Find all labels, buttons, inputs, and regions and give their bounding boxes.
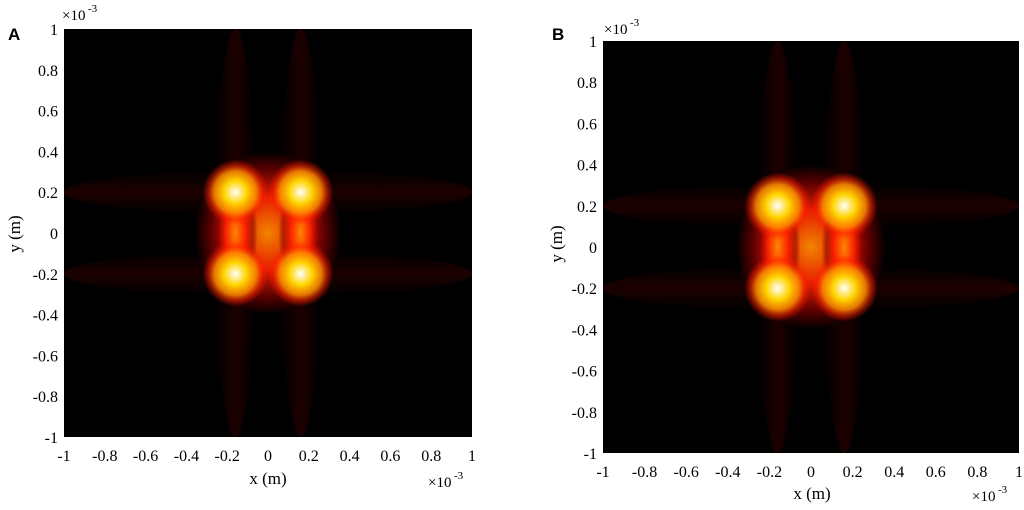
- panel-a: A -1 -0.8 -0.6 -0.4 -0.2 0 0.2 0.4 0.6 0.8 1 -1 -0.…: [5, 3, 476, 491]
- x-axis-label-a: x (m): [249, 469, 286, 488]
- x-tick-label: -0.6: [133, 448, 158, 465]
- y-tick-label: 0.2: [38, 185, 58, 202]
- y-tick-label: -0.4: [33, 308, 58, 325]
- x-tick-label: 0.2: [299, 448, 319, 465]
- y-tick-label: 0.6: [38, 104, 58, 121]
- x-tick-label: 0.2: [843, 464, 863, 481]
- intensity-peak: [811, 172, 878, 240]
- x-tick-label: 0: [264, 448, 272, 465]
- y-ticks-a: -1 -0.8 -0.6 -0.4 -0.2 0 0.2 0.4 0.6 0.8 1: [33, 22, 58, 447]
- y-tick-label: 0.4: [577, 158, 597, 175]
- y-tick-label: 1: [50, 22, 58, 39]
- y-multiplier-a: ×10 -3: [62, 3, 98, 24]
- x-tick-label: 0: [807, 464, 815, 481]
- y-tick-label: 0.2: [577, 199, 597, 216]
- y-tick-label: 0: [50, 226, 58, 243]
- heatmap-plot-b: [603, 41, 1019, 453]
- y-ticks-b: -1 -0.8 -0.6 -0.4 -0.2 0 0.2 0.4 0.6 0.8 1: [572, 34, 597, 463]
- y-tick-label: 1: [589, 34, 597, 51]
- x-tick-label: -0.2: [215, 448, 240, 465]
- x-multiplier-base-b: ×10: [972, 489, 995, 505]
- y-tick-label: -0.2: [33, 267, 58, 284]
- panel-label-a: A: [8, 25, 20, 44]
- x-tick-label: -0.4: [174, 448, 199, 465]
- x-tick-label: 1: [1015, 464, 1023, 481]
- x-tick-label: 0.8: [967, 464, 987, 481]
- panel-label-b: B: [552, 25, 564, 44]
- x-multiplier-exp-b: -3: [998, 484, 1008, 496]
- x-tick-label: 0.6: [926, 464, 946, 481]
- y-tick-label: 0.8: [38, 63, 58, 80]
- y-multiplier-base-b: ×10: [604, 22, 627, 38]
- y-tick-label: -0.8: [572, 405, 597, 422]
- y-tick-label: -1: [584, 446, 597, 463]
- x-tick-label: -1: [596, 464, 609, 481]
- intensity-peak: [268, 159, 334, 225]
- x-axis-label-b: x (m): [793, 484, 830, 503]
- x-tick-label: -1: [57, 448, 70, 465]
- intensity-peak: [202, 159, 268, 225]
- panel-b: B -1 -0.8 -0.6 -0.4 -0.2 0 0.2 0.4 0.6 0.8 1 -1 -0.…: [547, 17, 1023, 505]
- x-tick-label: 0.6: [380, 448, 400, 465]
- x-multiplier-b: ×10 -3: [972, 484, 1008, 505]
- x-tick-label: -0.6: [674, 464, 699, 481]
- y-tick-label: -0.2: [572, 281, 597, 298]
- x-ticks-a: -1 -0.8 -0.6 -0.4 -0.2 0 0.2 0.4 0.6 0.8 1: [57, 448, 476, 465]
- y-multiplier-exp-b: -3: [630, 17, 640, 29]
- y-tick-label: -0.6: [33, 348, 58, 365]
- x-tick-label: -0.2: [757, 464, 782, 481]
- y-axis-label-a: y (m): [5, 215, 24, 252]
- y-tick-label: 0.6: [577, 116, 597, 133]
- x-tick-label: -0.4: [715, 464, 740, 481]
- x-tick-label: 1: [468, 448, 476, 465]
- x-multiplier-exp-a: -3: [454, 470, 464, 482]
- x-ticks-b: -1 -0.8 -0.6 -0.4 -0.2 0 0.2 0.4 0.6 0.8 1: [596, 464, 1023, 481]
- y-tick-label: -0.4: [572, 322, 597, 339]
- x-tick-label: 0.4: [884, 464, 904, 481]
- x-tick-label: 0.8: [421, 448, 441, 465]
- intensity-peak: [744, 172, 811, 240]
- y-multiplier-b: ×10 -3: [604, 17, 640, 38]
- y-tick-label: 0.4: [38, 144, 58, 161]
- y-tick-label: -1: [45, 430, 58, 447]
- intensity-peak: [268, 241, 334, 307]
- y-tick-label: 0: [589, 240, 597, 257]
- intensity-peak: [811, 254, 878, 322]
- y-multiplier-base-a: ×10: [62, 8, 85, 24]
- y-axis-label-b: y (m): [547, 225, 566, 262]
- x-multiplier-a: ×10 -3: [428, 470, 464, 491]
- x-multiplier-base-a: ×10: [428, 475, 451, 491]
- y-tick-label: -0.6: [572, 364, 597, 381]
- x-tick-label: -0.8: [632, 464, 657, 481]
- intensity-peak: [744, 254, 811, 322]
- y-tick-label: 0.8: [577, 75, 597, 92]
- intensity-peak: [202, 241, 268, 307]
- heatmap-plot-a: [64, 29, 472, 437]
- x-tick-label: -0.8: [92, 448, 117, 465]
- y-multiplier-exp-a: -3: [88, 3, 98, 15]
- y-tick-label: -0.8: [33, 389, 58, 406]
- x-tick-label: 0.4: [340, 448, 360, 465]
